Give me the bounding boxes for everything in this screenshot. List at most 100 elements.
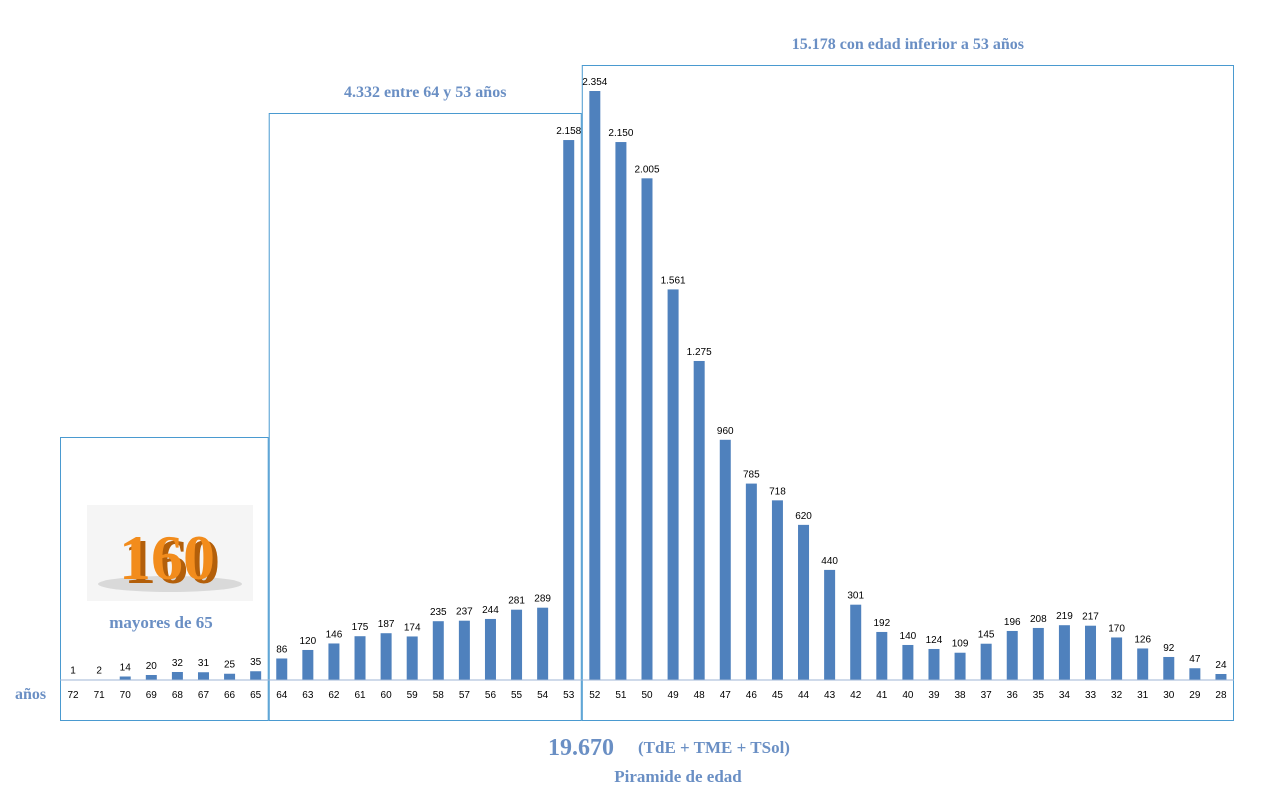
value-label-age-56: 244 bbox=[482, 605, 499, 616]
bar-age-48 bbox=[693, 360, 705, 680]
value-label-age-58: 235 bbox=[430, 607, 447, 618]
tick-label-age-71: 71 bbox=[94, 690, 106, 701]
value-label-age-33: 217 bbox=[1082, 612, 1099, 623]
tick-label-age-61: 61 bbox=[354, 690, 366, 701]
tick-label-age-65: 65 bbox=[250, 690, 262, 701]
bar-age-44 bbox=[798, 524, 810, 680]
bar-age-28 bbox=[1215, 673, 1227, 680]
total-note: (TdE + TME + TSol) bbox=[638, 738, 790, 757]
value-label-age-61: 175 bbox=[352, 622, 369, 633]
bar-age-53 bbox=[563, 140, 575, 680]
bar-age-37 bbox=[980, 643, 992, 680]
value-label-age-45: 718 bbox=[769, 486, 786, 497]
bar-age-57 bbox=[458, 620, 470, 680]
bar-age-70 bbox=[119, 676, 131, 680]
bar-age-33 bbox=[1085, 625, 1097, 680]
tick-label-age-35: 35 bbox=[1033, 690, 1045, 701]
value-label-age-36: 196 bbox=[1004, 617, 1021, 628]
value-label-age-52: 2.354 bbox=[582, 77, 607, 88]
bar-age-50 bbox=[641, 178, 653, 680]
value-label-age-39: 124 bbox=[926, 635, 943, 646]
badge-160-image: 160 160 bbox=[87, 505, 253, 601]
tick-label-age-66: 66 bbox=[224, 690, 236, 701]
group-titles: 4.332 entre 64 y 53 años 15.178 con edad … bbox=[344, 36, 1024, 101]
bar-age-40 bbox=[902, 644, 914, 680]
tick-label-age-55: 55 bbox=[511, 690, 523, 701]
value-label-age-28: 24 bbox=[1215, 660, 1227, 671]
value-label-age-47: 960 bbox=[717, 426, 734, 437]
group-boxes bbox=[60, 65, 1234, 721]
chart-subtitle: Piramide de edad bbox=[614, 767, 742, 786]
bar-age-30 bbox=[1163, 656, 1175, 680]
tick-label-age-38: 38 bbox=[955, 690, 967, 701]
bar-age-46 bbox=[745, 483, 757, 680]
bar-age-45 bbox=[771, 500, 783, 680]
tick-label-age-28: 28 bbox=[1215, 690, 1227, 701]
tick-label-age-64: 64 bbox=[276, 690, 288, 701]
bar-age-55 bbox=[511, 609, 523, 680]
value-label-age-71: 2 bbox=[96, 665, 102, 676]
tick-label-age-30: 30 bbox=[1163, 690, 1175, 701]
value-label-age-55: 281 bbox=[508, 596, 525, 607]
value-label-age-60: 187 bbox=[378, 619, 395, 630]
tick-label-age-44: 44 bbox=[798, 690, 810, 701]
tick-label-age-56: 56 bbox=[485, 690, 497, 701]
value-label-age-66: 25 bbox=[224, 660, 236, 671]
value-label-age-63: 120 bbox=[300, 636, 317, 647]
value-label-age-57: 237 bbox=[456, 607, 473, 618]
bar-age-31 bbox=[1137, 648, 1149, 680]
tick-label-age-53: 53 bbox=[563, 690, 575, 701]
tick-label-age-43: 43 bbox=[824, 690, 836, 701]
bar-age-67 bbox=[197, 672, 209, 680]
tick-label-age-50: 50 bbox=[641, 690, 653, 701]
bar-series bbox=[60, 91, 1234, 681]
value-label-age-65: 35 bbox=[250, 657, 262, 668]
value-label-age-49: 1.561 bbox=[661, 275, 686, 286]
value-label-age-44: 620 bbox=[795, 511, 812, 522]
value-label-age-69: 20 bbox=[146, 661, 158, 672]
value-label-age-48: 1.275 bbox=[687, 347, 712, 358]
tick-label-age-58: 58 bbox=[433, 690, 445, 701]
tick-label-age-39: 39 bbox=[928, 690, 940, 701]
group-box-1 bbox=[60, 437, 269, 721]
total-count: 19.670 bbox=[548, 735, 614, 761]
bar-age-66 bbox=[224, 673, 236, 680]
bar-age-51 bbox=[615, 142, 627, 680]
value-label-age-42: 301 bbox=[847, 591, 864, 602]
bar-age-41 bbox=[876, 631, 888, 680]
tick-label-age-52: 52 bbox=[589, 690, 601, 701]
bar-age-39 bbox=[928, 648, 940, 680]
tick-label-age-33: 33 bbox=[1085, 690, 1097, 701]
bar-age-38 bbox=[954, 652, 966, 680]
value-label-age-64: 86 bbox=[276, 644, 288, 655]
bar-age-56 bbox=[484, 618, 496, 680]
value-label-age-51: 2.150 bbox=[608, 128, 633, 139]
badge-caption: mayores de 65 bbox=[109, 613, 213, 632]
value-label-age-53: 2.158 bbox=[556, 126, 581, 137]
group-box-2 bbox=[268, 113, 582, 721]
value-label-age-54: 289 bbox=[534, 594, 551, 605]
tick-label-age-59: 59 bbox=[407, 690, 419, 701]
tick-label-age-47: 47 bbox=[720, 690, 732, 701]
tick-label-age-32: 32 bbox=[1111, 690, 1123, 701]
bar-age-65 bbox=[250, 671, 262, 680]
bar-age-47 bbox=[719, 439, 731, 680]
bar-age-52 bbox=[589, 91, 601, 680]
value-label-age-68: 32 bbox=[172, 658, 184, 669]
value-label-age-30: 92 bbox=[1163, 643, 1175, 654]
bar-age-35 bbox=[1032, 627, 1044, 680]
bar-age-69 bbox=[145, 674, 157, 680]
bar-age-64 bbox=[276, 658, 288, 680]
value-label-age-67: 31 bbox=[198, 658, 210, 669]
bar-age-42 bbox=[850, 604, 862, 680]
tick-label-age-69: 69 bbox=[146, 690, 158, 701]
tick-label-age-54: 54 bbox=[537, 690, 549, 701]
tick-label-age-70: 70 bbox=[120, 690, 132, 701]
tick-label-age-49: 49 bbox=[668, 690, 680, 701]
badge-number: 160 bbox=[119, 522, 215, 593]
value-label-age-35: 208 bbox=[1030, 614, 1047, 625]
bar-age-49 bbox=[667, 289, 679, 680]
value-label-age-37: 145 bbox=[978, 630, 995, 641]
bar-age-29 bbox=[1189, 668, 1201, 680]
